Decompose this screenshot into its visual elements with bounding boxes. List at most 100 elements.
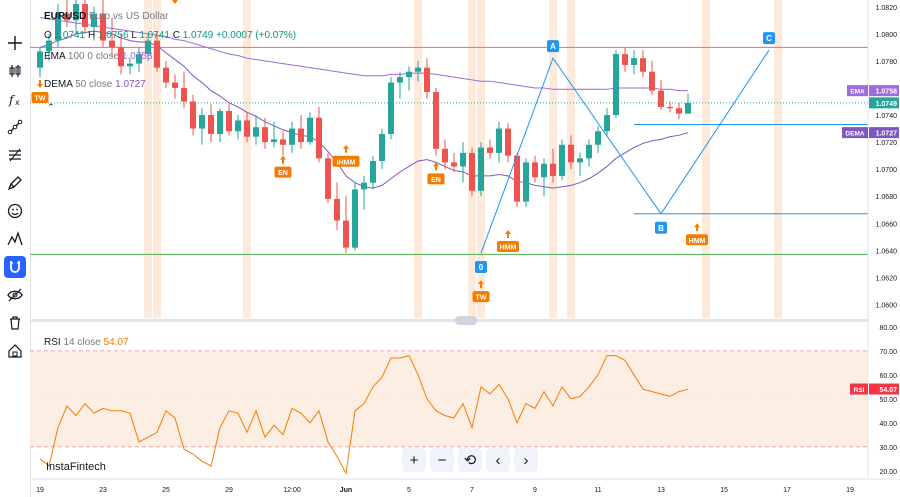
price-tag-value: 1.0749 — [876, 101, 898, 108]
signal-text: HMM — [500, 245, 517, 252]
lock-tool[interactable] — [4, 340, 26, 362]
candle-body — [91, 13, 97, 28]
symbol-name[interactable]: EURUSD — [44, 11, 87, 22]
pattern-tool[interactable] — [4, 228, 26, 250]
pattern-point-label: B — [658, 224, 664, 233]
scroll-left-button[interactable]: ‹ — [486, 448, 510, 472]
reset-chart-button[interactable]: ⟲ — [458, 448, 482, 472]
candle-body — [460, 152, 466, 167]
candle-body — [649, 71, 655, 91]
dema-legend[interactable]: DEMA 50 close 1.0727 — [44, 79, 146, 90]
candle — [352, 182, 358, 251]
candle-body — [154, 40, 160, 68]
candles-tool[interactable] — [4, 60, 26, 82]
candle-body — [451, 162, 457, 167]
price-tag-label: EMA — [850, 89, 865, 96]
ema-legend[interactable]: EMA 100 0 close 1.0758 — [44, 51, 152, 62]
emoji-tool[interactable] — [4, 200, 26, 222]
signal-marker: IHMM — [332, 144, 360, 167]
candle — [262, 117, 268, 149]
candle — [469, 147, 475, 197]
candle-body — [658, 90, 664, 107]
candle — [550, 148, 556, 183]
time-tick-label: 15 — [720, 487, 728, 494]
candle-body — [640, 58, 646, 72]
candle — [280, 131, 286, 156]
trash-tool[interactable] — [4, 312, 26, 334]
candle-body — [631, 58, 637, 65]
candle-body — [46, 40, 52, 52]
price-tag-value: 1.0758 — [876, 89, 898, 96]
candle-body — [145, 40, 151, 55]
low-label: L — [131, 30, 137, 41]
rsi-params: 14 close — [63, 337, 101, 348]
candle — [37, 47, 43, 78]
time-tick-label: 7 — [470, 487, 474, 494]
candle — [424, 58, 430, 99]
candle-body — [667, 106, 673, 109]
candle — [496, 121, 502, 163]
scroll-right-button[interactable]: › — [514, 448, 538, 472]
open-value: 1.0741 — [54, 30, 86, 41]
price-tick-label: 1.0640 — [876, 248, 898, 255]
chart[interactable]: 0 A B C TW EN IHMM EN TW HMM HMM 1.0820 1.0800 1.0780… — [30, 0, 900, 497]
candle-body — [55, 13, 61, 41]
signal-badge — [274, 166, 292, 178]
brush-tool[interactable] — [4, 172, 26, 194]
pane-separator[interactable] — [30, 319, 868, 322]
magnet-tool[interactable] — [4, 256, 26, 278]
time-tick-label: 11 — [594, 487, 601, 494]
zoom-in-button[interactable]: + — [402, 448, 426, 472]
candle-body — [163, 67, 169, 83]
candle-body — [487, 147, 493, 153]
candle-body — [280, 139, 286, 145]
candle — [361, 175, 367, 210]
candle — [217, 108, 223, 143]
candle-body — [613, 54, 619, 116]
candle — [208, 104, 214, 143]
collapse-legend-icon[interactable]: ⌃ — [47, 102, 55, 112]
time-tick-label: 19 — [36, 487, 44, 494]
candle-body — [253, 127, 259, 137]
candle-body — [568, 144, 574, 163]
dema-params: 50 close — [75, 79, 113, 90]
candle-body — [127, 63, 133, 67]
pane-resize-handle[interactable] — [455, 316, 477, 325]
candle-body — [478, 147, 484, 191]
candle-body — [523, 162, 529, 202]
rsi-label: RSI — [44, 337, 61, 348]
rsi-tick-label: 70.00 — [879, 349, 897, 356]
rsi-tag-label-box — [850, 383, 868, 395]
eye-tool[interactable] — [4, 284, 26, 306]
high-label: H — [87, 30, 96, 41]
time-tick-label: Jun — [340, 487, 352, 494]
candle-body — [235, 120, 241, 132]
zoom-out-button[interactable]: − — [430, 448, 454, 472]
signal-text: EN — [431, 177, 441, 184]
pattern-point-box — [547, 40, 559, 53]
signal-badge — [31, 91, 49, 103]
candle — [253, 115, 259, 145]
rsi-tag-label: RSI — [854, 387, 865, 394]
fib-tool[interactable] — [4, 144, 26, 166]
trendline-tool[interactable] — [4, 116, 26, 138]
candle — [613, 50, 619, 118]
pattern-point-label: C — [766, 34, 772, 43]
candle — [181, 71, 187, 109]
candle-body — [262, 127, 268, 143]
candle — [82, 0, 88, 34]
candle — [46, 33, 52, 61]
session-band — [144, 0, 152, 318]
crosshair-tool[interactable] — [4, 32, 26, 54]
rsi-legend[interactable]: RSI 14 close 54.07 — [44, 337, 129, 348]
candle-body — [109, 40, 115, 48]
candle — [649, 60, 655, 95]
candle — [523, 158, 529, 208]
time-tick-label: 5 — [407, 487, 411, 494]
trendline-icon — [7, 119, 23, 135]
rsi-zone — [30, 350, 868, 447]
signal-text: HMM — [689, 238, 706, 245]
candle-body — [577, 158, 583, 163]
signal-marker: HMM — [686, 223, 708, 246]
